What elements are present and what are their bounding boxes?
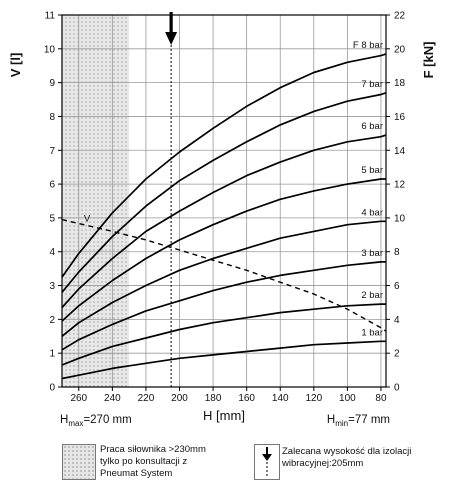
x-tick-label: 140 — [272, 393, 289, 404]
not-recommended-region — [62, 15, 130, 387]
left-tick-label: 3 — [49, 281, 55, 292]
right-tick-label: 6 — [394, 281, 400, 292]
legend-hatch-swatch — [62, 444, 96, 480]
y-axis-left-title: V [l] — [8, 53, 23, 78]
x-tick-label: 80 — [375, 393, 387, 404]
left-tick-label: 7 — [49, 146, 55, 157]
legend-region-line-3: Pneumat System — [100, 468, 173, 479]
legend-arrow-line-2: wibracyjnej:205mm — [282, 458, 364, 469]
plot-frame — [61, 14, 387, 388]
series-label-2: 7 bar — [361, 79, 383, 90]
left-tick-label: 2 — [49, 315, 55, 326]
left-tick-label: 11 — [45, 11, 56, 22]
series-label-4: 5 bar — [361, 165, 383, 176]
series-line-2 — [61, 91, 387, 293]
x-axis-title: H [mm] — [203, 408, 245, 423]
series-label-1: F 8 bar — [353, 40, 383, 51]
legend-arrow-text: Zalecana wysokość dla izolacji wibracyjn… — [282, 446, 411, 470]
down-arrow-icon — [262, 447, 272, 477]
series-label-7: 2 bar — [361, 290, 383, 301]
x-tick-label: 220 — [138, 393, 155, 404]
legend-region-text: Praca siłownika >230mm tylko po konsulta… — [100, 444, 206, 480]
series-line-5 — [61, 220, 386, 337]
right-tick-label: 22 — [394, 11, 406, 22]
x-tick-label: 160 — [238, 393, 255, 404]
left-tick-label: 0 — [49, 383, 55, 394]
left-tick-label: 1 — [49, 349, 55, 360]
volume-label: V — [84, 214, 91, 225]
x-tick-label: 200 — [171, 393, 188, 404]
series-label-5: 4 bar — [361, 207, 383, 218]
series-line-1 — [61, 53, 387, 278]
x-tick-label: 100 — [339, 393, 356, 404]
legend-arrow-line-1: Zalecana wysokość dla izolacji — [282, 446, 412, 457]
left-tick-label: 5 — [49, 213, 55, 224]
right-tick-label: 4 — [394, 315, 400, 326]
hmax-label: Hmax=270 mm — [60, 414, 132, 428]
hmin-label: Hmin=77 mm — [327, 414, 390, 428]
series-line-6 — [61, 261, 386, 351]
legend-arrow-swatch — [254, 444, 280, 480]
left-tick-label: 9 — [49, 78, 55, 89]
series-line-4 — [61, 178, 386, 322]
x-tick-label: 180 — [205, 393, 222, 404]
right-tick-label: 14 — [394, 146, 406, 157]
volume-line — [61, 218, 387, 332]
right-tick-label: 16 — [394, 112, 406, 123]
x-tick-label: 240 — [104, 393, 121, 404]
y-axis-right-title: F [kN] — [421, 42, 436, 79]
right-tick-label: 12 — [394, 180, 406, 191]
series-line-7 — [61, 303, 386, 366]
right-tick-label: 20 — [394, 44, 406, 55]
left-tick-label: 4 — [49, 247, 55, 258]
right-tick-label: 18 — [394, 78, 406, 89]
left-tick-label: 6 — [49, 180, 55, 191]
legend-region-line-2: tylko po konsultacji z — [100, 456, 188, 467]
legend-region-line-1: Praca siłownika >230mm — [100, 444, 206, 455]
x-tick-label: 120 — [305, 393, 322, 404]
series-line-3 — [61, 134, 387, 309]
series-label-3: 6 bar — [361, 121, 383, 132]
series-label-8: 1 bar — [361, 327, 383, 338]
series-label-6: 3 bar — [361, 248, 383, 259]
recommended-arrow-head — [165, 32, 178, 45]
right-tick-label: 2 — [394, 349, 400, 360]
recommended-arrow-shaft — [169, 12, 173, 32]
left-tick-label: 8 — [49, 112, 55, 123]
right-tick-label: 10 — [394, 213, 406, 224]
x-tick-label: 260 — [70, 393, 87, 404]
right-tick-label: 8 — [394, 247, 400, 258]
left-tick-label: 10 — [44, 44, 56, 55]
series-line-8 — [61, 340, 386, 380]
right-tick-label: 0 — [394, 383, 400, 394]
